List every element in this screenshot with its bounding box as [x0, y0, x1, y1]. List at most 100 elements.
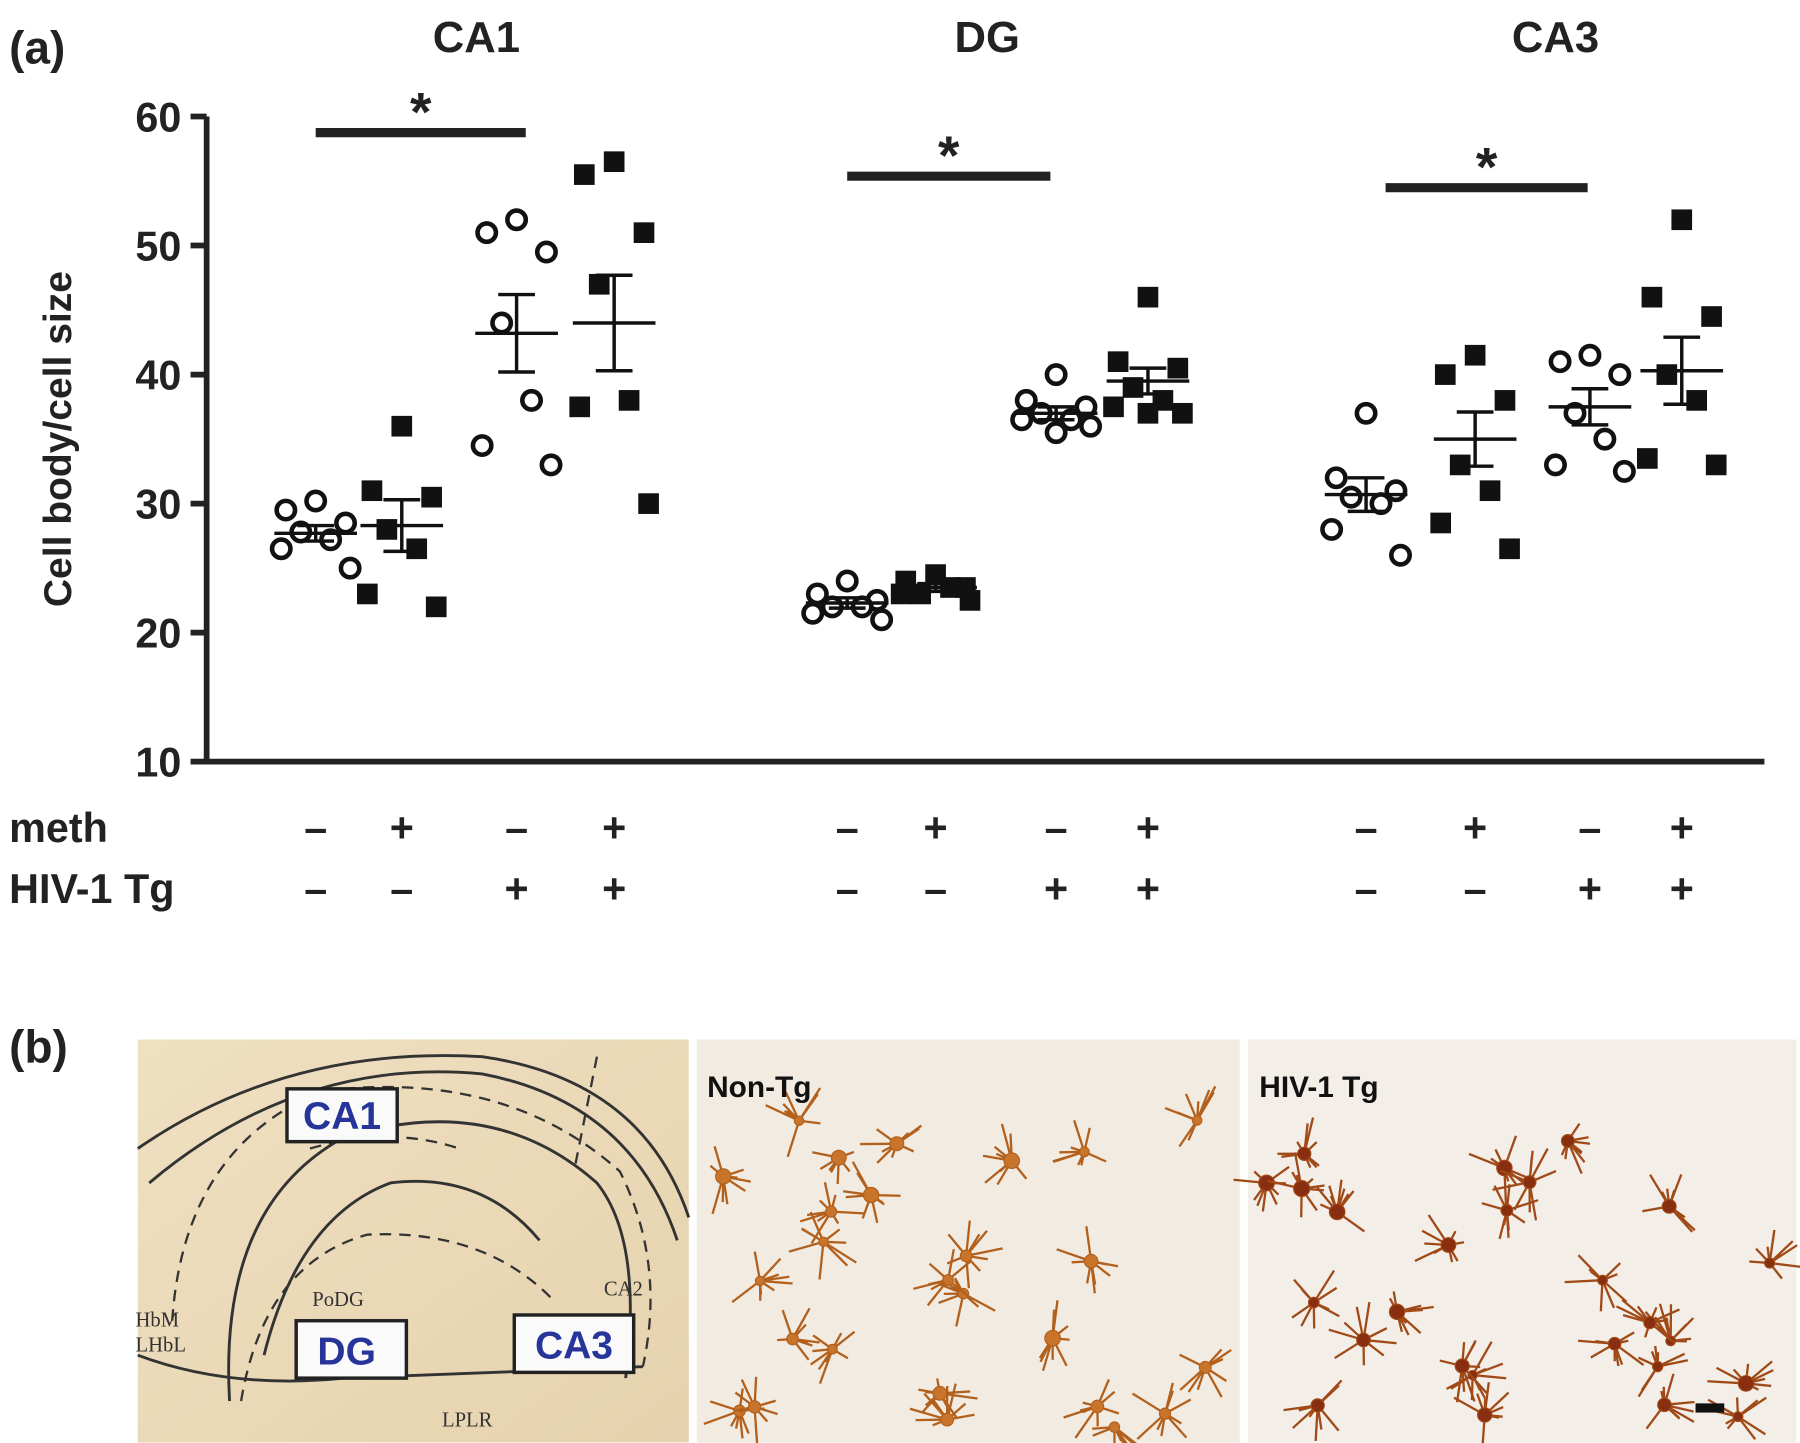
data-point: [1548, 350, 1572, 374]
data-point: [1389, 543, 1412, 567]
cell-body: [862, 1186, 880, 1204]
micrograph-label: HIV-1 Tg: [1259, 1071, 1378, 1104]
cell-process: [765, 1087, 822, 1158]
data-point: [1499, 538, 1520, 560]
group-title: DG: [955, 14, 1020, 62]
cell-process: [731, 1251, 793, 1304]
condition-sign: +: [1044, 866, 1068, 912]
cell-body: [1388, 1303, 1406, 1321]
cell-process: [1560, 1122, 1591, 1175]
data-point: [1137, 402, 1159, 424]
condition-sign: +: [1670, 866, 1694, 912]
cell-body: [1477, 1407, 1493, 1423]
atlas-label: LPLR: [442, 1409, 493, 1431]
data-point: [1636, 448, 1658, 469]
data-point: [1324, 466, 1348, 490]
data-point: [361, 480, 383, 502]
condition-sign: –: [505, 805, 528, 851]
cell-body: [1078, 1146, 1090, 1158]
data-point: [1010, 408, 1034, 432]
data-point: [406, 538, 428, 560]
cell-process: [1179, 1348, 1232, 1398]
significance-label: *: [410, 80, 432, 142]
cell-body: [1356, 1332, 1371, 1348]
data-point: [1578, 343, 1602, 367]
cell-process: [1644, 1303, 1695, 1343]
error-bar: [1456, 410, 1494, 468]
cell-body: [1297, 1146, 1312, 1161]
condition-sign: +: [1136, 805, 1160, 851]
cell-process: [734, 1376, 778, 1443]
y-tick-label: 60: [135, 94, 181, 140]
atlas-label: LHbL: [135, 1335, 185, 1357]
cell-body: [754, 1275, 766, 1287]
y-axis-label: Cell body/cell size: [37, 271, 80, 607]
cell-body: [747, 1400, 762, 1414]
data-point: [1044, 421, 1068, 445]
cell-body: [1198, 1360, 1212, 1374]
row-label: meth: [9, 805, 108, 851]
data-point: [520, 388, 543, 412]
cell-body: [1560, 1133, 1575, 1148]
error-bar: [1571, 387, 1609, 427]
error-bar: [498, 292, 535, 374]
data-point: [1167, 357, 1189, 379]
atlas-image: [136, 1039, 691, 1443]
cell-body: [1651, 1360, 1664, 1373]
cell-body: [1191, 1115, 1203, 1126]
data-point: [1701, 306, 1722, 327]
data-point: [1137, 286, 1159, 308]
region-box-label: CA1: [303, 1095, 381, 1138]
data-point: [1339, 485, 1363, 509]
cell-process: [1056, 1226, 1119, 1294]
error-bar: [1663, 335, 1701, 406]
cell-process: [1615, 1298, 1680, 1344]
atlas-label: HbM: [135, 1309, 179, 1331]
data-point: [1079, 414, 1103, 438]
condition-sign: +: [1136, 866, 1160, 912]
data-point: [870, 608, 894, 632]
y-tick-label: 10: [135, 740, 181, 786]
data-point: [421, 486, 442, 508]
error-bar: [383, 498, 421, 554]
data-point: [1641, 286, 1663, 308]
data-point: [1608, 363, 1632, 387]
cell-process: [1092, 1425, 1137, 1443]
cell-body: [1607, 1336, 1622, 1351]
cell-body: [1328, 1203, 1346, 1221]
data-point: [1107, 351, 1129, 373]
condition-sign: –: [1578, 805, 1601, 851]
data-point: [534, 240, 558, 264]
cell-process: [938, 1277, 996, 1327]
cell-body: [830, 1149, 847, 1166]
data-point: [505, 208, 529, 232]
cell-body: [1440, 1237, 1457, 1253]
condition-sign: –: [924, 866, 947, 912]
significance-label: *: [1476, 135, 1498, 197]
data-point: [1434, 364, 1456, 385]
y-tick-label: 20: [135, 611, 181, 657]
cell-process: [788, 1211, 857, 1280]
micrograph: [696, 1039, 1240, 1443]
cell-process: [1316, 1179, 1366, 1233]
cell-body: [1737, 1375, 1755, 1392]
data-point: [475, 221, 499, 245]
condition-sign: +: [390, 805, 414, 851]
data-point: [425, 596, 447, 618]
error-bar: [1129, 366, 1167, 396]
cell-body: [818, 1236, 829, 1248]
error-bar: [828, 596, 866, 610]
scale-bar: [1695, 1403, 1725, 1413]
condition-sign: –: [1355, 805, 1378, 851]
condition-sign: –: [390, 866, 413, 912]
cell-process: [1291, 1269, 1340, 1329]
group-title: CA3: [1512, 14, 1599, 62]
data-point: [338, 556, 362, 580]
data-point: [1172, 402, 1193, 424]
condition-sign: +: [1670, 805, 1694, 851]
cell-body: [1310, 1398, 1325, 1413]
data-point: [1671, 209, 1693, 231]
data-point: [1494, 390, 1516, 411]
